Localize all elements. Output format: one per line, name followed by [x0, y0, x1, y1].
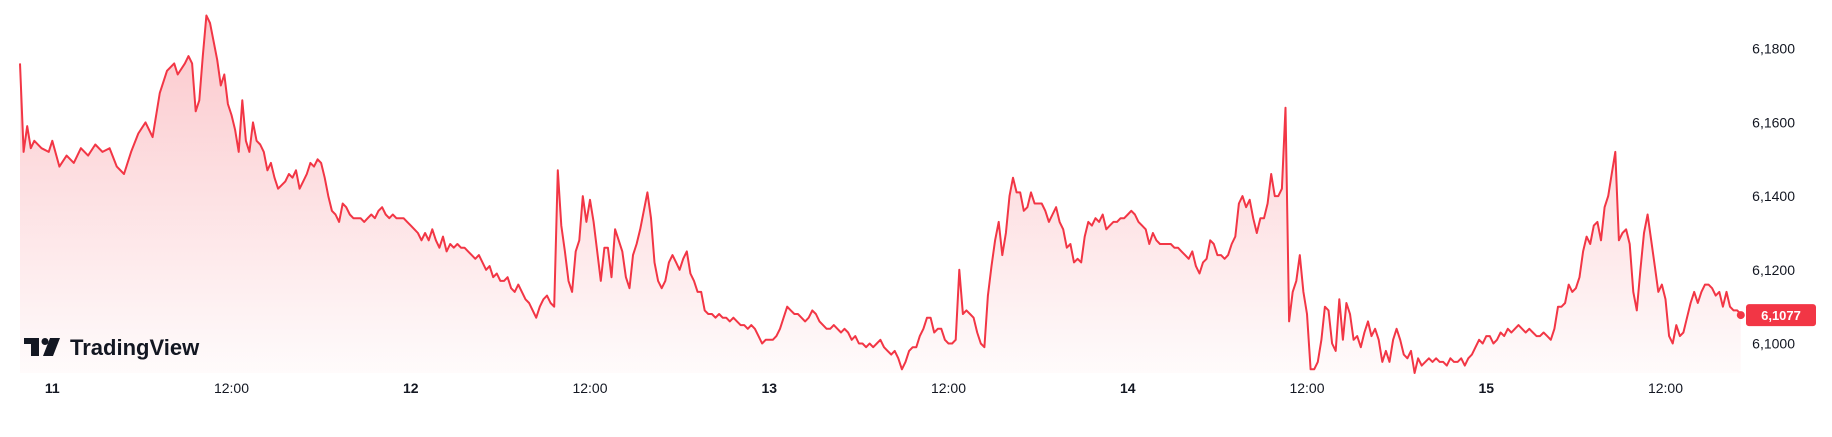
price-tick-label: 6,1400: [1752, 188, 1795, 204]
time-tick-label: 11: [45, 380, 60, 396]
price-tick-label: 6,1800: [1752, 41, 1795, 57]
price-tick-label: 6,1600: [1752, 114, 1795, 130]
last-price-label-bg: [1746, 304, 1816, 327]
time-tick-label: 13: [762, 380, 778, 396]
tradingview-logo[interactable]: TradingView: [24, 335, 200, 360]
plot-area: [19, 14, 1745, 374]
price-tick-label: 6,1200: [1752, 262, 1795, 278]
time-tick-label: 12:00: [931, 380, 966, 396]
time-tick-label: 14: [1120, 380, 1136, 396]
time-tick-label: 12: [403, 380, 419, 396]
tradingview-logo-text: TradingView: [70, 335, 200, 360]
tradingview-logo-icon: [24, 338, 60, 356]
last-price-label-text: 6,1077: [1761, 308, 1801, 323]
time-axis[interactable]: 11 12:00 12 12:00 13 12:00 14 12:00 15 12:00: [45, 380, 1683, 396]
time-tick-label: 12:00: [1289, 380, 1324, 396]
price-tick-label: 6,1000: [1752, 336, 1795, 352]
price-line: [19, 14, 1742, 374]
time-tick-label: 12:00: [1648, 380, 1683, 396]
time-tick-label: 12:00: [572, 380, 607, 396]
time-tick-label: 12:00: [214, 380, 249, 396]
last-price-label: 6,1077: [1746, 304, 1816, 327]
time-tick-label: 15: [1479, 380, 1495, 396]
last-price-dot: [1736, 311, 1745, 320]
price-area-fill: [20, 15, 1741, 373]
price-axis[interactable]: 6,1800 6,1600 6,1400 6,1200 6,1000: [1752, 41, 1795, 352]
